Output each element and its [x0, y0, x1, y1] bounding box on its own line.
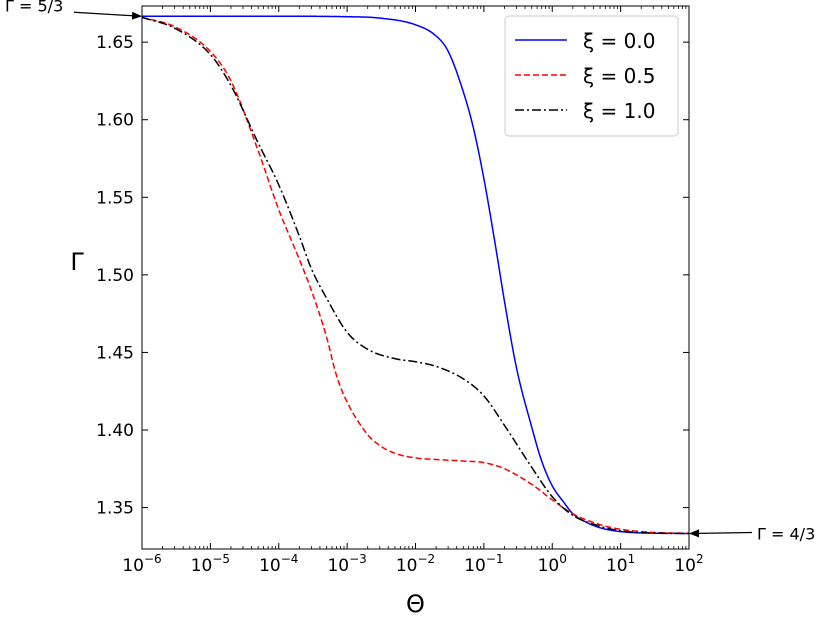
- series-line-1: [142, 16, 689, 535]
- annotation-arrow-0: [73, 11, 142, 20]
- x-tick-label: 10−1: [464, 552, 503, 576]
- x-tick-label: 10−6: [122, 552, 161, 576]
- x-axis-title: Θ: [406, 590, 425, 618]
- y-axis-title: Γ: [70, 248, 84, 276]
- annotation-text-0: Γ = 5/3: [5, 0, 63, 15]
- x-tick-label: 10−2: [396, 552, 435, 576]
- annotation-arrow-1: [689, 529, 753, 538]
- axes-layer: 10−6 10−5 10−4 10−3 10−2 10−1 100 101 102 1.35 1.4…: [70, 5, 704, 618]
- y-tick-label: 1.50: [96, 266, 134, 286]
- annotation-layer: Γ = 5/3 Γ = 4/3: [5, 0, 815, 543]
- annotation-text-1: Γ = 4/3: [757, 524, 815, 543]
- series-line-2: [142, 16, 689, 535]
- y-tick-label: 1.45: [96, 343, 134, 363]
- y-tick-label: 1.40: [96, 421, 134, 441]
- y-tick-label: 1.35: [96, 499, 134, 519]
- series-layer: [142, 15, 689, 535]
- x-tick-label: 10−5: [191, 552, 230, 576]
- x-tick-label: 10−4: [259, 552, 298, 576]
- x-tick-label: 101: [606, 552, 635, 576]
- legend-label-0: ξ = 0.0: [583, 29, 655, 53]
- x-tick-label: 100: [538, 552, 567, 576]
- legend: ξ = 0.0 ξ = 0.5 ξ = 1.0: [504, 15, 679, 137]
- series-line-0: [142, 15, 689, 535]
- legend-label-1: ξ = 0.5: [583, 64, 655, 88]
- x-tick-label: 102: [674, 552, 703, 576]
- legend-box: [504, 15, 679, 137]
- y-tick-label: 1.55: [96, 188, 134, 208]
- x-tick-label: 10−3: [327, 552, 366, 576]
- y-tick-label: 1.65: [96, 33, 134, 53]
- y-tick-label: 1.60: [96, 111, 134, 131]
- legend-label-2: ξ = 1.0: [583, 99, 655, 123]
